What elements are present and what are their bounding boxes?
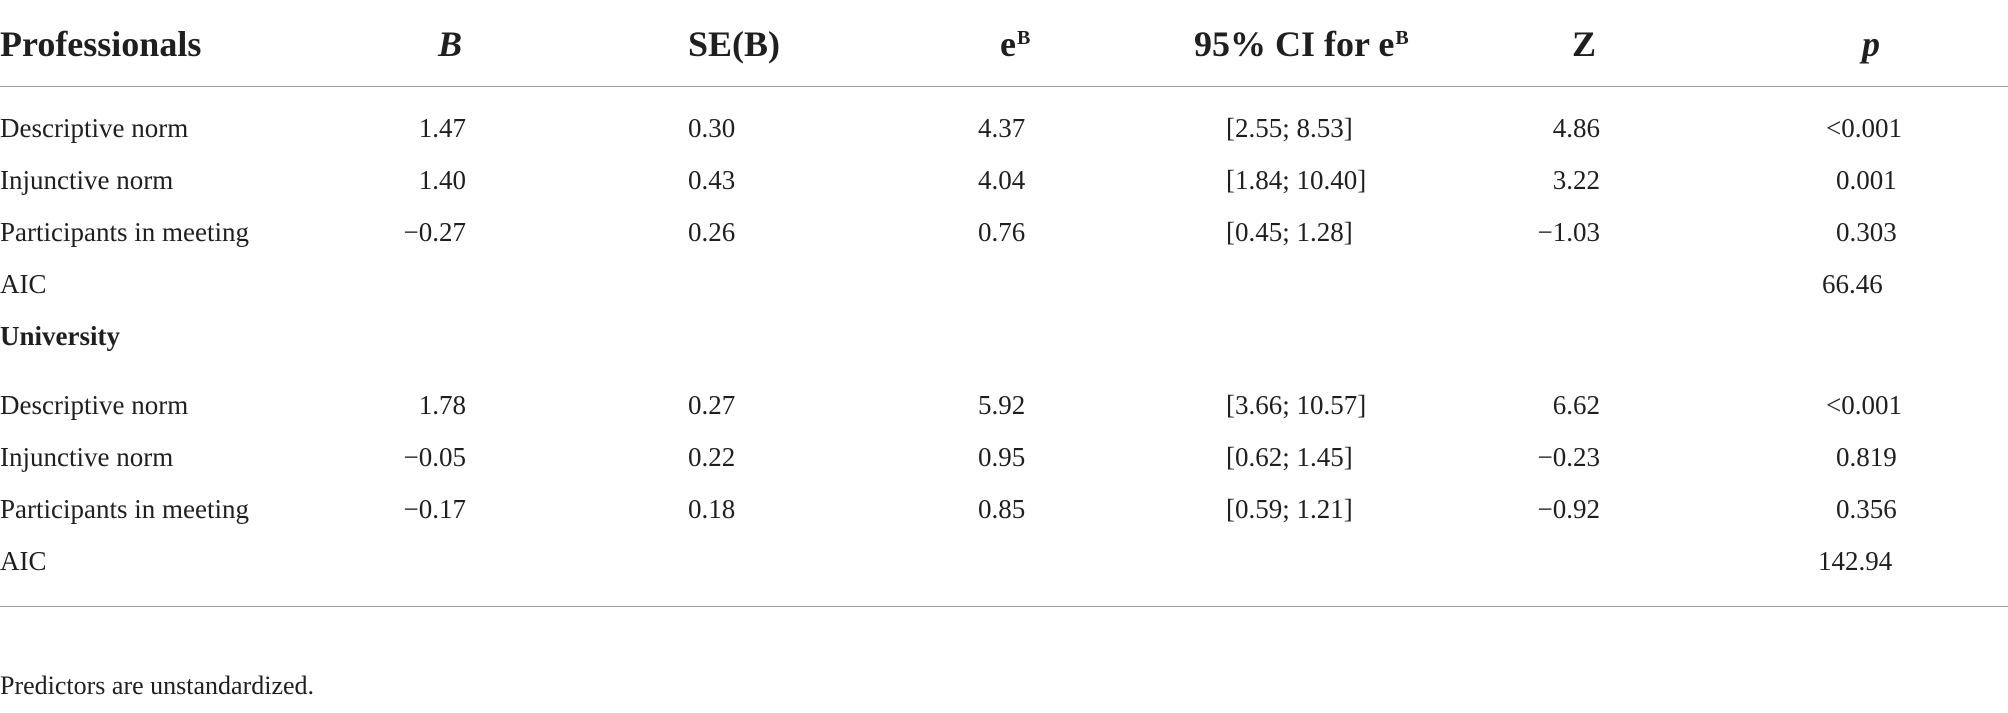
header-p: p xyxy=(1862,24,1880,64)
row-label: Participants in meeting xyxy=(0,217,249,247)
cell-b: 1.40 xyxy=(418,165,466,195)
cell-p: 0.819 xyxy=(1836,442,1897,472)
cell-se: 0.22 xyxy=(688,442,736,472)
header-rule xyxy=(0,86,2008,87)
cell-se: 0.27 xyxy=(688,390,736,420)
cell-eb: 0.76 xyxy=(978,217,1026,247)
table-row: Descriptive norm 1.47 0.30 4.37 [2.55; 8… xyxy=(0,102,2008,154)
footer-rule xyxy=(0,606,2008,607)
cell-b: 1.47 xyxy=(418,113,466,143)
header-professionals: Professionals xyxy=(0,24,202,64)
header-ci-sup: B xyxy=(1395,27,1409,49)
table-row: Descriptive norm 1.78 0.27 5.92 [3.66; 1… xyxy=(0,379,2008,431)
cell-aic: 142.94 xyxy=(1818,546,1893,576)
table-row-aic: AIC 142.94 xyxy=(0,535,2008,587)
row-label: Participants in meeting xyxy=(0,494,249,524)
cell-ci: [0.59; 1.21] xyxy=(1226,494,1353,524)
cell-b: −0.17 xyxy=(403,494,466,524)
header-b: B xyxy=(438,24,463,64)
cell-p: <0.001 xyxy=(1826,113,1902,143)
header-se-b-text: SE(B) xyxy=(688,24,781,64)
cell-z: −1.03 xyxy=(1537,217,1600,247)
cell-z: −0.92 xyxy=(1537,494,1600,524)
cell-eb: 0.95 xyxy=(978,442,1026,472)
table-row-aic: AIC 66.46 xyxy=(0,258,2008,310)
row-label: Injunctive norm xyxy=(0,165,174,195)
table-footnote: Predictors are unstandardized. xyxy=(0,671,315,700)
cell-b: −0.27 xyxy=(403,217,466,247)
header-eb: eB xyxy=(1000,22,1030,66)
cell-p: 0.001 xyxy=(1836,165,1897,195)
table-row: Participants in meeting −0.27 0.26 0.76 … xyxy=(0,206,2008,258)
cell-z: 4.86 xyxy=(1552,113,1600,143)
table-row: Participants in meeting −0.17 0.18 0.85 … xyxy=(0,483,2008,535)
cell-ci: [1.84; 10.40] xyxy=(1226,165,1367,195)
cell-z: 3.22 xyxy=(1552,165,1600,195)
cell-eb: 4.37 xyxy=(978,113,1026,143)
cell-p: 0.356 xyxy=(1836,494,1897,524)
header-eb-sup: B xyxy=(1016,27,1031,49)
cell-se: 0.43 xyxy=(688,165,736,195)
cell-z: −0.23 xyxy=(1537,442,1600,472)
cell-ci: [0.62; 1.45] xyxy=(1226,442,1353,472)
cell-eb: 5.92 xyxy=(978,390,1026,420)
cell-ci: [2.55; 8.53] xyxy=(1226,113,1353,143)
cell-ci: [3.66; 10.57] xyxy=(1226,390,1367,420)
cell-p: 0.303 xyxy=(1836,217,1897,247)
header-eb-base: e xyxy=(1000,24,1016,64)
cell-aic: 66.46 xyxy=(1822,269,1883,299)
cell-z: 6.62 xyxy=(1552,390,1600,420)
row-label: AIC xyxy=(0,269,47,299)
row-label: Descriptive norm xyxy=(0,390,189,420)
table-row: Injunctive norm 1.40 0.43 4.04 [1.84; 10… xyxy=(0,154,2008,206)
cell-se: 0.18 xyxy=(688,494,736,524)
cell-eb: 0.85 xyxy=(978,494,1026,524)
row-label: AIC xyxy=(0,546,47,576)
cell-p: <0.001 xyxy=(1826,390,1902,420)
header-se-b: SE(B) xyxy=(688,22,780,66)
cell-ci: [0.45; 1.28] xyxy=(1226,217,1353,247)
cell-b: 1.78 xyxy=(418,390,466,420)
cell-se: 0.30 xyxy=(688,113,736,143)
row-label: Descriptive norm xyxy=(0,113,189,143)
cell-b: −0.05 xyxy=(403,442,466,472)
header-ci: 95% CI for eB xyxy=(1194,22,1409,66)
cell-eb: 4.04 xyxy=(978,165,1026,195)
row-label: Injunctive norm xyxy=(0,442,174,472)
header-z: Z xyxy=(1572,24,1597,64)
table-row: Injunctive norm −0.05 0.22 0.95 [0.62; 1… xyxy=(0,431,2008,483)
section-label-university: University xyxy=(0,321,120,351)
cell-se: 0.26 xyxy=(688,217,736,247)
header-ci-text: 95% CI for e xyxy=(1194,24,1395,64)
